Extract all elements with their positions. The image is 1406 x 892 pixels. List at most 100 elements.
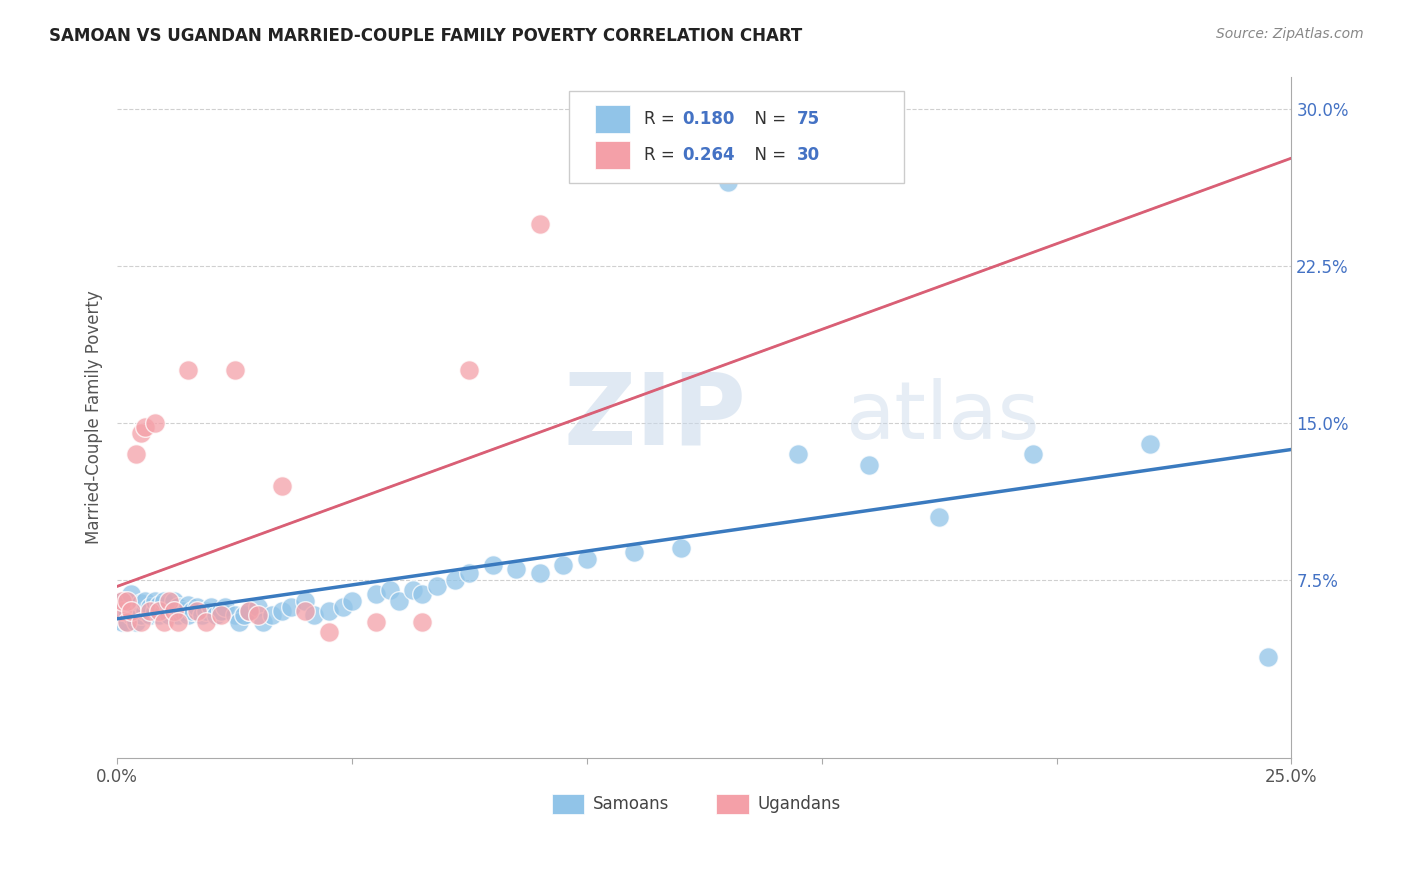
Point: [139, 599, 162, 614]
Point: [444, 573, 467, 587]
Point: [190, 608, 212, 623]
Point: [111, 593, 134, 607]
Point: [120, 608, 142, 623]
Text: Samoans: Samoans: [593, 796, 669, 814]
Point: [115, 615, 138, 629]
Point: [228, 615, 250, 629]
Point: [111, 615, 134, 629]
Point: [162, 593, 184, 607]
FancyBboxPatch shape: [551, 794, 585, 814]
Text: N =: N =: [744, 146, 792, 164]
Point: [162, 604, 184, 618]
Text: R =: R =: [644, 146, 681, 164]
Point: [411, 615, 433, 629]
Point: [482, 558, 505, 572]
Point: [669, 541, 692, 556]
Point: [252, 615, 274, 629]
Point: [858, 458, 880, 472]
Text: 0.264: 0.264: [682, 146, 734, 164]
Point: [1022, 447, 1045, 461]
Point: [214, 599, 236, 614]
Point: [143, 593, 166, 607]
Text: SAMOAN VS UGANDAN MARRIED-COUPLE FAMILY POVERTY CORRELATION CHART: SAMOAN VS UGANDAN MARRIED-COUPLE FAMILY …: [49, 27, 803, 45]
Text: atlas: atlas: [845, 378, 1039, 457]
Text: Source: ZipAtlas.com: Source: ZipAtlas.com: [1216, 27, 1364, 41]
Point: [270, 604, 292, 618]
Point: [553, 558, 575, 572]
Point: [181, 604, 204, 618]
Text: 30: 30: [797, 146, 820, 164]
Point: [153, 604, 176, 618]
Point: [148, 598, 170, 612]
Point: [200, 599, 222, 614]
Point: [529, 566, 551, 581]
Point: [111, 593, 134, 607]
Point: [209, 604, 232, 618]
Text: 0.180: 0.180: [682, 110, 734, 128]
Point: [176, 598, 198, 612]
Point: [129, 608, 152, 623]
Point: [115, 593, 138, 607]
Point: [195, 604, 218, 618]
Y-axis label: Married-Couple Family Poverty: Married-Couple Family Poverty: [86, 291, 103, 544]
Text: R =: R =: [644, 110, 681, 128]
Point: [129, 615, 152, 629]
Point: [529, 217, 551, 231]
Point: [332, 599, 354, 614]
Text: 75: 75: [797, 110, 820, 128]
Point: [388, 593, 411, 607]
Text: Ugandans: Ugandans: [756, 796, 841, 814]
Point: [425, 579, 447, 593]
Point: [1139, 436, 1161, 450]
Point: [129, 426, 152, 441]
Point: [115, 604, 138, 618]
Point: [411, 587, 433, 601]
Point: [364, 587, 387, 601]
Point: [120, 599, 142, 614]
Point: [176, 363, 198, 377]
Point: [294, 593, 316, 607]
Point: [139, 608, 162, 623]
Point: [167, 615, 190, 629]
Point: [204, 608, 226, 623]
Point: [623, 545, 645, 559]
Point: [186, 604, 208, 618]
Point: [125, 615, 148, 629]
Point: [378, 583, 401, 598]
Point: [134, 420, 156, 434]
Point: [134, 604, 156, 618]
Point: [340, 593, 363, 607]
Point: [233, 608, 256, 623]
Point: [364, 615, 387, 629]
Point: [280, 599, 302, 614]
Point: [148, 604, 170, 618]
Point: [928, 509, 950, 524]
Point: [125, 447, 148, 461]
Point: [262, 608, 284, 623]
Point: [157, 593, 180, 607]
Point: [505, 562, 527, 576]
Point: [115, 593, 138, 607]
FancyBboxPatch shape: [716, 794, 749, 814]
Point: [143, 604, 166, 618]
Point: [575, 551, 598, 566]
Point: [115, 615, 138, 629]
Point: [318, 625, 340, 640]
Point: [247, 599, 270, 614]
Point: [157, 608, 180, 623]
Point: [153, 615, 176, 629]
Point: [167, 608, 190, 623]
Point: [318, 604, 340, 618]
Point: [139, 604, 162, 618]
Point: [148, 608, 170, 623]
FancyBboxPatch shape: [569, 91, 904, 183]
Point: [209, 608, 232, 623]
Point: [238, 604, 260, 618]
Point: [186, 599, 208, 614]
Point: [247, 608, 270, 623]
Point: [787, 447, 810, 461]
Point: [111, 604, 134, 618]
Point: [270, 478, 292, 492]
Point: [458, 363, 481, 377]
Point: [162, 604, 184, 618]
